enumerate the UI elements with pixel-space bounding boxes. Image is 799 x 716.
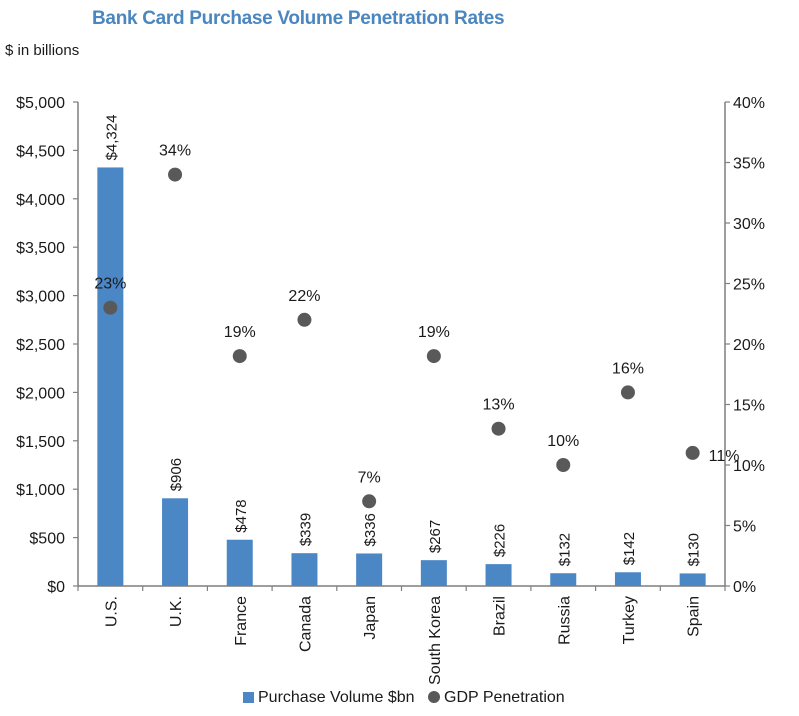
dots-layer xyxy=(103,167,700,509)
legend-dot-swatch xyxy=(428,691,440,703)
gdp-dot xyxy=(232,349,247,364)
gdp-value-label: 23% xyxy=(94,276,126,293)
gdp-dot xyxy=(426,349,441,364)
labels-layer: $4,324 $906 $478 $339 $336 $267 $226 $132 $142 $1… xyxy=(94,115,739,567)
x-tick-label: Brazil xyxy=(492,596,509,636)
chart-subtitle: $ in billions xyxy=(5,42,80,59)
x-tick-label: U.S. xyxy=(103,596,120,627)
gdp-dot xyxy=(362,494,377,509)
gdp-dot xyxy=(103,300,118,315)
gdp-value-label: 16% xyxy=(612,360,644,377)
x-tick-label: Turkey xyxy=(621,596,638,644)
x-tick-label: Japan xyxy=(362,596,379,640)
left-tick-label: $2,000 xyxy=(16,385,65,402)
legend-bar-label: Purchase Volume $bn xyxy=(258,689,415,706)
bar xyxy=(162,498,189,586)
right-tick-label: 5% xyxy=(733,519,756,536)
bar-value-label: $336 xyxy=(362,513,379,546)
bar xyxy=(679,573,706,586)
gdp-value-label: 10% xyxy=(547,433,579,450)
right-tick-label: 40% xyxy=(733,95,765,112)
right-tick-label: 20% xyxy=(733,337,765,354)
x-tick-label: South Korea xyxy=(427,596,444,685)
left-tick-label: $3,500 xyxy=(16,240,65,257)
left-tick-label: $2,500 xyxy=(16,337,65,354)
left-tick-label: $5,000 xyxy=(16,95,65,112)
x-tick-label: France xyxy=(233,596,250,646)
gdp-dot xyxy=(491,421,506,436)
bar-value-label: $4,324 xyxy=(103,115,120,161)
gdp-value-label: 22% xyxy=(288,288,320,305)
x-tick-label: U.K. xyxy=(168,596,185,627)
bar xyxy=(420,560,447,586)
gdp-dot xyxy=(556,458,571,472)
bar-value-label: $339 xyxy=(297,513,314,546)
gdp-value-label: 19% xyxy=(224,324,256,341)
bar-value-label: $906 xyxy=(168,458,185,491)
gdp-value-label: 13% xyxy=(483,397,515,414)
gdp-dot xyxy=(685,445,700,460)
right-tick-label: 0% xyxy=(733,579,756,596)
left-tick-label: $4,500 xyxy=(16,143,65,160)
bar xyxy=(97,167,124,586)
gdp-value-label: 34% xyxy=(159,143,191,160)
left-tick-label: $500 xyxy=(29,531,65,548)
right-tick-label: 10% xyxy=(733,458,765,475)
bar xyxy=(226,539,253,586)
chart-title: Bank Card Purchase Volume Penetration Ra… xyxy=(92,8,505,29)
left-tick-label: $1,000 xyxy=(16,482,65,499)
gdp-value-label: 19% xyxy=(418,324,450,341)
bar-value-label: $142 xyxy=(621,532,638,565)
legend-dot-label: GDP Penetration xyxy=(444,689,565,706)
left-tick-label: $0 xyxy=(47,579,65,596)
left-tick-label: $4,000 xyxy=(16,192,65,209)
bar xyxy=(550,573,577,586)
bar-value-label: $130 xyxy=(686,533,703,566)
left-tick-label: $1,500 xyxy=(16,434,65,451)
right-tick-label: 25% xyxy=(733,277,765,294)
legend-bar-swatch xyxy=(243,692,254,703)
bar-value-label: $132 xyxy=(556,533,573,566)
gdp-dot xyxy=(168,167,183,182)
bar xyxy=(485,564,512,586)
right-tick-label: 15% xyxy=(733,398,765,415)
bar-value-label: $267 xyxy=(427,520,444,553)
gdp-dot xyxy=(620,385,635,400)
right-tick-label: 30% xyxy=(733,216,765,233)
right-tick-label: 35% xyxy=(733,156,765,173)
left-tick-label: $3,000 xyxy=(16,289,65,306)
x-tick-label: Russia xyxy=(556,596,573,645)
x-tick-label: Spain xyxy=(686,596,703,637)
legend: Purchase Volume $bn GDP Penetration xyxy=(243,689,565,706)
gdp-value-label: 7% xyxy=(358,469,381,486)
gdp-dot xyxy=(297,312,312,327)
bar-value-label: $226 xyxy=(492,524,509,557)
bars-layer xyxy=(97,167,706,586)
x-tick-label: Canada xyxy=(297,596,314,652)
axes-layer: $0 $500 $1,000 $1,500 $2,000 $2,500 $3,000 $3,5… xyxy=(16,95,765,685)
bar-value-label: $478 xyxy=(233,499,250,532)
bar xyxy=(291,553,318,586)
bar xyxy=(356,553,383,586)
bar xyxy=(614,572,641,586)
gdp-value-label: 11% xyxy=(709,448,740,465)
